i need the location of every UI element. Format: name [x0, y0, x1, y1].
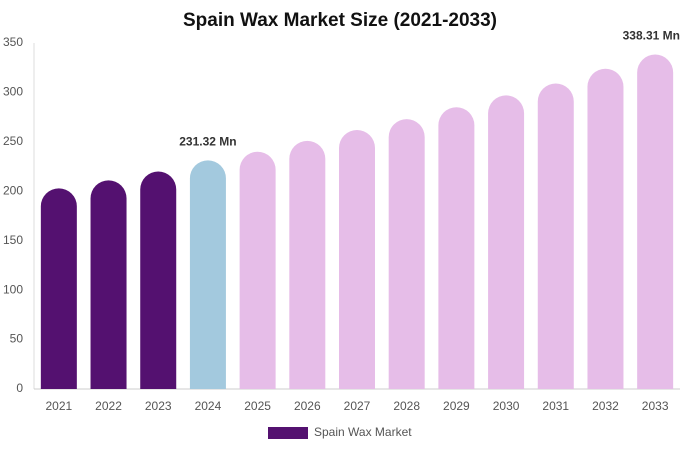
- legend-swatch: [268, 427, 308, 439]
- bar: [438, 107, 475, 389]
- bar: [488, 95, 525, 390]
- x-tick-label: 2028: [393, 399, 420, 413]
- y-tick-label: 350: [3, 35, 23, 49]
- value-label: 231.32 Mn: [179, 134, 236, 148]
- x-tick-label: 2030: [493, 399, 520, 413]
- bar: [537, 83, 574, 389]
- bar: [189, 160, 226, 389]
- x-tick-label: 2032: [592, 399, 619, 413]
- bar: [239, 151, 276, 389]
- y-tick-label: 100: [3, 282, 23, 296]
- y-tick-label: 300: [3, 85, 23, 99]
- bar: [587, 68, 624, 390]
- bar: [289, 140, 326, 389]
- bar: [339, 129, 375, 389]
- bar: [40, 188, 77, 389]
- bar: [637, 54, 674, 389]
- x-tick-label: 2024: [195, 399, 222, 413]
- y-tick-label: 50: [10, 332, 24, 346]
- bar: [90, 180, 127, 389]
- bar: [140, 171, 177, 389]
- y-tick-label: 200: [3, 183, 23, 197]
- legend-label: Spain Wax Market: [314, 425, 412, 439]
- x-tick-label: 2021: [45, 399, 72, 413]
- x-tick-label: 2033: [642, 399, 669, 413]
- x-tick-label: 2025: [244, 399, 271, 413]
- y-tick-label: 150: [3, 233, 23, 247]
- y-tick-label: 0: [16, 381, 23, 395]
- x-tick-label: 2029: [443, 399, 470, 413]
- bar: [388, 119, 425, 389]
- y-tick-label: 250: [3, 134, 23, 148]
- x-tick-label: 2027: [344, 399, 371, 413]
- x-tick-label: 2026: [294, 399, 321, 413]
- x-tick-label: 2031: [542, 399, 569, 413]
- x-tick-label: 2023: [145, 399, 172, 413]
- x-tick-label: 2022: [95, 399, 122, 413]
- chart-title: Spain Wax Market Size (2021-2033): [183, 10, 497, 31]
- value-label: 338.31 Mn: [623, 29, 680, 43]
